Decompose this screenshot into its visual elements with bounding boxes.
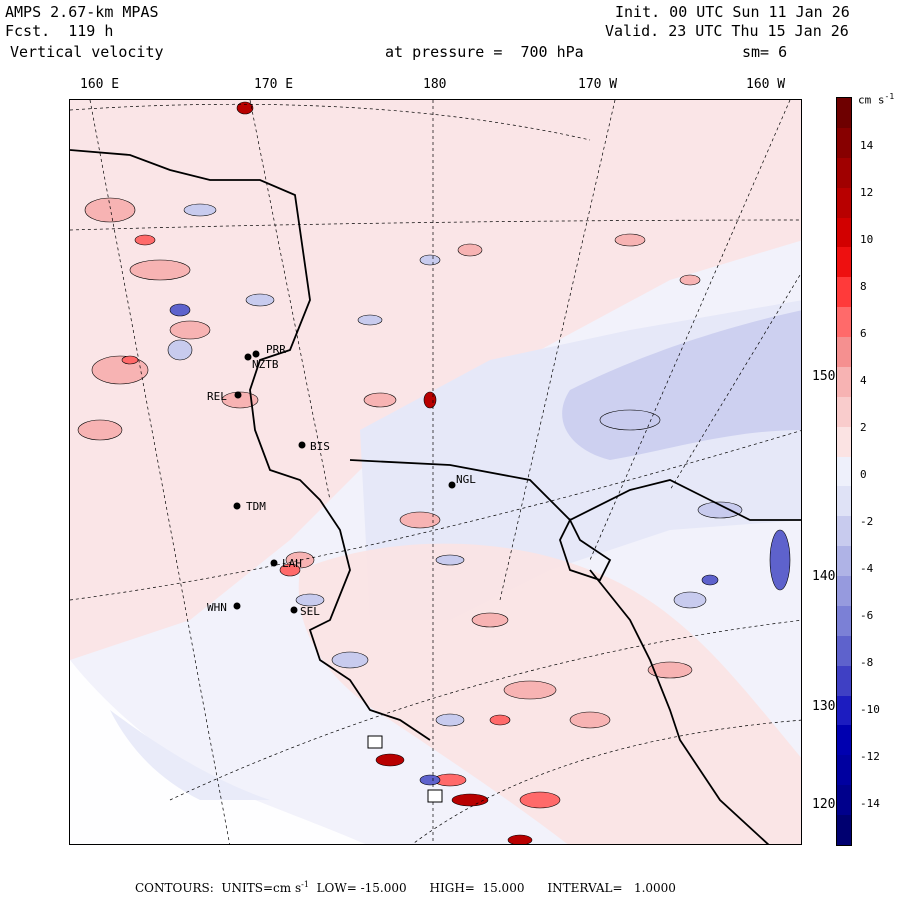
colorbar-segment xyxy=(837,247,851,278)
colorbar-segment xyxy=(837,396,851,427)
station-ngl-label: NGL xyxy=(456,473,476,486)
contour-info: CONTOURS: UNITS=cm s-1 LOW= -15.000 HIGH… xyxy=(135,880,676,895)
station-whn-label: WHN xyxy=(207,601,227,614)
model-title: AMPS 2.67-km MPAS xyxy=(5,3,159,21)
colorbar-tick-label: -10 xyxy=(860,703,880,716)
colorbar xyxy=(836,97,852,846)
station-prr: PRR xyxy=(252,343,286,358)
station-tdm: TDM xyxy=(233,500,266,513)
colorbar-tick-label: 6 xyxy=(860,327,867,340)
colorbar-tick-label: 14 xyxy=(860,139,874,152)
valid-time: Valid. 23 UTC Thu 15 Jan 26 xyxy=(605,22,849,40)
coastline xyxy=(70,149,801,844)
colorbar-tick-label: -8 xyxy=(860,656,874,669)
edge-region xyxy=(110,710,270,800)
colorbar-segment xyxy=(837,605,851,636)
station-ngl-dot xyxy=(448,481,456,489)
forecast-hour: Fcst. 119 h xyxy=(5,22,114,40)
station-sel-dot xyxy=(290,606,298,614)
colorbar-segment xyxy=(837,456,851,487)
station-nztb: NZTB xyxy=(244,353,279,371)
colorbar-segment xyxy=(837,217,851,248)
strong-positive-contours xyxy=(121,234,561,809)
colorbar-segment xyxy=(837,127,851,158)
colorbar-tick-label: -2 xyxy=(860,515,874,528)
station-nztb-label: NZTB xyxy=(252,358,279,371)
colorbar-segment xyxy=(837,337,851,368)
station-rel-dot xyxy=(234,391,242,399)
colorbar-segment xyxy=(837,695,851,726)
smoothing-value: sm= 6 xyxy=(742,43,788,61)
colorbar-segment xyxy=(837,635,851,666)
station-whn-dot xyxy=(233,602,241,610)
map-panel: PRR NZTB REL BIS NGL TDM xyxy=(69,99,802,845)
colorbar-segment xyxy=(837,366,851,397)
colorbar-tick-label: 0 xyxy=(860,468,867,481)
lon-label-160w: 160 W xyxy=(746,77,786,92)
colorbar-segment xyxy=(837,157,851,188)
colorbar-tick-label: -4 xyxy=(860,562,874,575)
station-prr-dot xyxy=(252,350,260,358)
marker-box-1 xyxy=(367,735,383,749)
colorbar-segment xyxy=(837,725,851,756)
station-sel-label: SEL xyxy=(300,605,320,618)
pressure-level: at pressure = 700 hPa xyxy=(385,43,584,61)
graticule xyxy=(70,100,801,844)
colorbar-segment xyxy=(837,755,851,786)
init-time: Init. 00 UTC Sun 11 Jan 26 xyxy=(615,3,850,21)
strong-negative-contours xyxy=(169,303,791,786)
station-lah-label: LAH xyxy=(282,557,302,570)
colorbar-segment xyxy=(837,426,851,457)
positive-contours xyxy=(77,197,701,729)
colorbar-tick-label: -6 xyxy=(860,609,874,622)
lon-label-160e: 160 E xyxy=(80,77,120,92)
station-bis-label: BIS xyxy=(310,440,330,453)
station-rel-label: REL xyxy=(207,390,227,403)
colorbar-segment xyxy=(837,277,851,308)
marker-box-2 xyxy=(427,789,443,803)
station-lah-dot xyxy=(270,559,278,567)
station-whn: WHN xyxy=(207,601,241,614)
colorbar-unit: cm s-1 xyxy=(858,92,895,107)
colorbar-segment xyxy=(837,516,851,547)
no-data-region xyxy=(70,660,366,844)
colorbar-segment xyxy=(837,187,851,218)
colorbar-tick-label: 4 xyxy=(860,374,867,387)
colorbar-segment xyxy=(837,576,851,607)
peak-positive-contours xyxy=(236,101,533,844)
station-nztb-dot xyxy=(244,353,252,361)
colorbar-tick-label: -14 xyxy=(860,797,880,810)
station-tdm-dot xyxy=(233,502,241,510)
station-lah: LAH xyxy=(270,557,302,570)
colorbar-tick-label: 2 xyxy=(860,421,867,434)
colorbar-segment xyxy=(837,546,851,577)
station-rel: REL xyxy=(207,390,242,403)
colorbar-segment xyxy=(837,486,851,517)
station-ngl: NGL xyxy=(448,473,476,489)
colorbar-segment xyxy=(837,98,851,128)
station-sel: SEL xyxy=(290,605,320,618)
colorbar-tick-label: -12 xyxy=(860,750,880,763)
lon-label-180: 180 xyxy=(423,77,447,92)
colorbar-segment xyxy=(837,785,851,816)
station-bis-dot xyxy=(298,441,306,449)
colorbar-segment xyxy=(837,815,851,846)
vertical-velocity-map: PRR NZTB REL BIS NGL TDM xyxy=(70,100,801,844)
stations: PRR NZTB REL BIS NGL TDM xyxy=(207,343,476,618)
lon-label-170w: 170 W xyxy=(578,77,618,92)
negative-contours xyxy=(167,203,743,727)
colorbar-tick-label: 12 xyxy=(860,186,874,199)
lon-label-170e: 170 E xyxy=(254,77,294,92)
colorbar-segment xyxy=(837,307,851,338)
colorbar-segment xyxy=(837,665,851,696)
colorbar-tick-label: 10 xyxy=(860,233,874,246)
station-bis: BIS xyxy=(298,440,330,453)
colorbar-tick-label: 8 xyxy=(860,280,867,293)
field-name: Vertical velocity xyxy=(10,43,164,61)
station-prr-label: PRR xyxy=(266,343,286,356)
station-tdm-label: TDM xyxy=(246,500,266,513)
